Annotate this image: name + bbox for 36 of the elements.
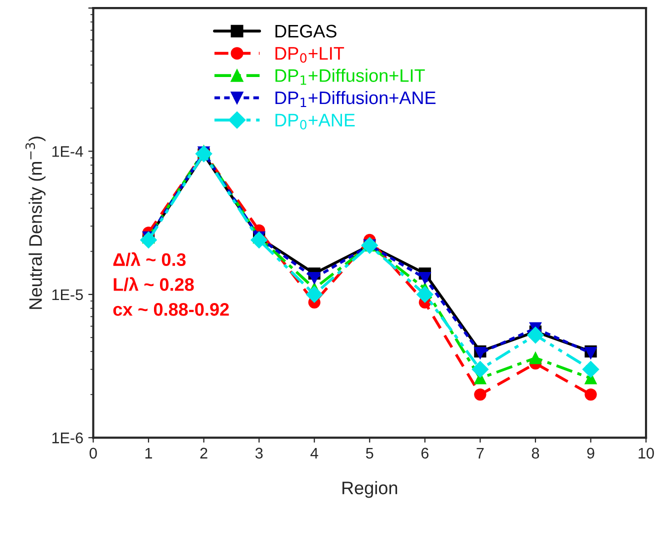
legend-label: DP$_{0}$+ANE — [276, 114, 355, 130]
annotation: cx ~ 0.88-0.92 — [113, 303, 229, 316]
x-tick-label: 6 — [421, 448, 428, 459]
point — [527, 326, 544, 344]
point — [416, 286, 434, 303]
point — [474, 388, 486, 401]
x-tick-label: 4 — [310, 448, 318, 458]
point — [472, 360, 489, 378]
legend-label: DEGAS — [276, 24, 336, 38]
x-tick-label: 7 — [476, 448, 484, 458]
x-tick-label: 2 — [200, 448, 208, 458]
y-axis-title: Neutral Density (m$^{−3}$) — [25, 136, 46, 309]
x-tick-label: 3 — [255, 448, 263, 459]
point — [250, 232, 268, 248]
x-tick-label: 10 — [638, 448, 654, 459]
y-tick-label: 1E-4 — [52, 146, 84, 157]
y-tick-label: 1E-5 — [52, 289, 83, 300]
point — [582, 360, 600, 378]
legend-label: DP$_{1}$+Diffusion+ANE — [276, 90, 436, 107]
x-tick-label: 0 — [90, 448, 97, 459]
x-tick-label: 5 — [366, 448, 374, 459]
x-axis-title: Region — [342, 481, 398, 498]
x-tick-label: 9 — [587, 448, 594, 459]
point — [584, 388, 597, 401]
x-tick-label: 1 — [145, 448, 152, 458]
annotation: Δ/λ ~ 0.3 — [113, 252, 186, 266]
annotation: L/λ ~ 0.28 — [114, 277, 194, 292]
point — [306, 286, 323, 303]
point — [140, 232, 157, 248]
y-tick-label: 1E-6 — [52, 432, 83, 444]
point — [308, 272, 320, 284]
legend-label: DP$_{0}$+LIT — [276, 47, 344, 63]
point — [529, 352, 542, 364]
point — [418, 272, 431, 284]
legend-label: DP$_{1}$+Diffusion+LIT — [276, 68, 425, 85]
x-tick-label: 8 — [532, 448, 540, 459]
